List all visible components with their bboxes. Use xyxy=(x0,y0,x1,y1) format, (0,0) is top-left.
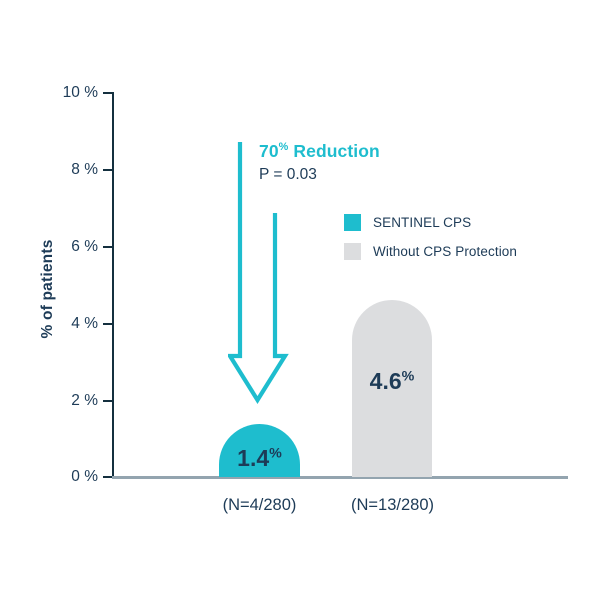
bar-without-cps: 4.6% xyxy=(352,300,432,477)
legend-swatch-teal-icon xyxy=(344,214,361,231)
reduction-title: 70% Reduction xyxy=(259,141,380,162)
legend-label-without-cps: Without CPS Protection xyxy=(373,244,518,259)
y-axis-tick-8 xyxy=(103,169,113,171)
legend-item-without-cps: Without CPS Protection xyxy=(344,240,517,263)
reduction-value: 70 xyxy=(259,141,279,161)
bar-value-number-without: 4.6 xyxy=(369,368,402,394)
reduction-annotation: 70% Reduction P = 0.03 xyxy=(259,141,380,184)
y-axis-tick-2 xyxy=(103,400,113,402)
bar-value-without-cps: 4.6% xyxy=(352,368,432,395)
y-axis-label-6: 6 % xyxy=(71,238,98,255)
y-axis-tick-6 xyxy=(103,246,113,248)
y-axis-label-4: 4 % xyxy=(71,315,98,332)
y-axis-tick-0 xyxy=(103,476,113,478)
reduction-down-arrow-icon xyxy=(228,142,289,404)
reduction-percent-symbol: % xyxy=(278,141,289,154)
x-axis-label-without-cps: (N=13/280) xyxy=(350,496,434,514)
reduction-word: Reduction xyxy=(288,141,380,161)
y-axis-label-10: 10 % xyxy=(62,84,98,101)
legend-label-sentinel-cps: SENTINEL CPS xyxy=(373,215,472,230)
y-axis-tick-4 xyxy=(103,323,113,325)
y-axis-label-2: 2 % xyxy=(71,392,98,409)
bar-value-sentinel-cps: 1.4% xyxy=(219,445,300,472)
y-axis-line xyxy=(112,92,114,478)
x-axis-label-sentinel-cps: (N=4/280) xyxy=(222,496,297,514)
bar-value-percent-sentinel: % xyxy=(269,445,282,462)
y-axis-label-0: 0 % xyxy=(71,468,98,485)
bar-sentinel-cps: 1.4% xyxy=(219,424,300,477)
y-axis-tick-10 xyxy=(103,92,113,94)
bar-value-number-sentinel: 1.4 xyxy=(237,445,270,471)
legend-swatch-gray-icon xyxy=(344,243,361,260)
bar-value-percent-without: % xyxy=(401,368,415,385)
x-axis-line xyxy=(112,476,568,479)
legend: SENTINEL CPS Without CPS Protection xyxy=(344,211,517,269)
legend-item-sentinel-cps: SENTINEL CPS xyxy=(344,211,517,234)
p-value-text: P = 0.03 xyxy=(259,166,317,183)
y-axis-label-8: 8 % xyxy=(71,161,98,178)
